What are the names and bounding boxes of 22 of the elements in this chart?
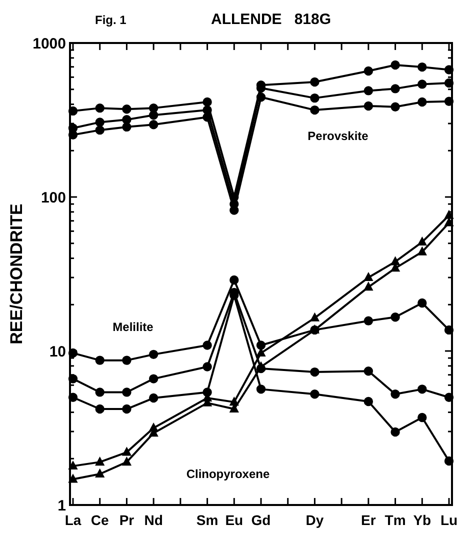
x-tick-label: Nd — [144, 512, 163, 528]
chart-title: ALLENDE 818G — [210, 11, 332, 28]
x-tick-label: Dy — [306, 512, 324, 528]
x-tick-label: La — [64, 512, 82, 528]
x-tick-label: Pr — [119, 512, 135, 528]
y-tick-label: 1 — [58, 497, 66, 514]
x-tick-label: Tm — [384, 512, 406, 528]
x-tick-label: Yb — [413, 512, 432, 528]
annotation: Perovskite — [308, 129, 369, 144]
y-tick-label: 1000 — [32, 35, 66, 52]
annotation: Clinopyroxene — [186, 467, 270, 482]
y-tick-label: 100 — [40, 189, 66, 206]
y-tick-label: 10 — [49, 343, 66, 360]
x-tick-label: Lu — [440, 512, 458, 528]
y-axis-title: REE/CHONDRITE — [7, 204, 26, 344]
x-tick-label: Sm — [196, 512, 218, 528]
x-tick-label: Er — [361, 512, 376, 528]
annotation: Melilite — [112, 320, 154, 334]
caption: Fig. 1 — [95, 13, 127, 27]
x-tick-label: Eu — [225, 512, 244, 528]
x-tick-label: Ce — [90, 512, 110, 528]
x-tick-label: Gd — [251, 512, 271, 528]
